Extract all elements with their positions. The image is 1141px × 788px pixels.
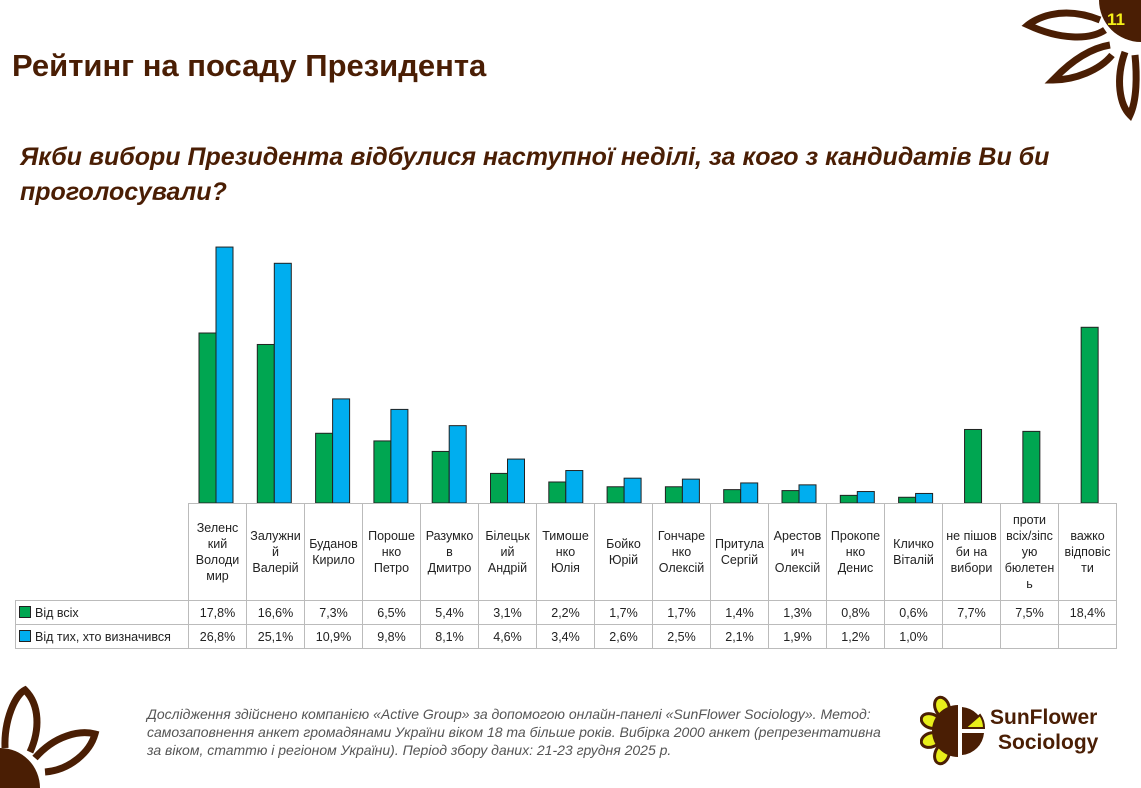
data-label: 1,9%: [768, 624, 827, 649]
legend-swatch-blue: [19, 629, 31, 642]
bar-decided: [681, 478, 700, 504]
bar-all: [781, 490, 800, 504]
table-row: Від тих, хто визначився 26,8% 25,1% 10,9% 9…: [15, 624, 1117, 649]
category-label: Білецьк ий Андрій: [478, 503, 537, 601]
empty-cell: [15, 503, 189, 601]
category-header-row: Зеленс кий Володи мир Залужни й Валерій Буданов…: [15, 503, 1117, 601]
category-label: Кличко Віталій: [884, 503, 943, 601]
sunflower-logo-icon: [920, 695, 986, 766]
data-label: 2,5%: [652, 624, 711, 649]
data-label: 0,6%: [884, 600, 943, 625]
bottom-left-flower-decoration: [0, 685, 100, 788]
data-label: [942, 624, 1001, 649]
data-label: 0,8%: [826, 600, 885, 625]
bar-all: [839, 494, 858, 504]
data-label: 16,6%: [246, 600, 305, 625]
bar-all: [490, 472, 508, 504]
logo-line2: Sociology: [998, 731, 1099, 754]
data-label: 17,8%: [188, 600, 247, 625]
bar-all: [964, 428, 983, 504]
category-label: Арестов ич Олексій: [768, 503, 827, 601]
data-label: 2,2%: [536, 600, 595, 625]
bar-decided: [856, 491, 875, 504]
bar-decided: [565, 470, 584, 504]
page-title: Рейтинг на посаду Президента: [12, 48, 487, 83]
data-label: 26,8%: [188, 624, 247, 649]
data-label: 7,7%: [942, 600, 1001, 625]
bar-all: [723, 489, 742, 504]
data-label: 18,4%: [1058, 600, 1117, 625]
bar-all: [315, 432, 334, 504]
bar-decided: [798, 484, 817, 504]
bar-all: [431, 450, 450, 504]
category-label: важко відповіс ти: [1058, 503, 1117, 601]
data-label: 25,1%: [246, 624, 305, 649]
data-label: 8,1%: [420, 624, 479, 649]
table-row: Від всіх 17,8% 16,6% 7,3% 6,5% 5,4% 3,1% 2,2% 1…: [15, 600, 1117, 625]
data-label: 7,3%: [304, 600, 363, 625]
bar-all: [1022, 430, 1041, 504]
series-name: Від тих, хто визначився: [35, 629, 171, 644]
data-table: Зеленс кий Володи мир Залужни й Валерій Буданов…: [15, 503, 1117, 649]
bar-all: [606, 486, 625, 504]
data-label: 7,5%: [1000, 600, 1059, 625]
data-label: 6,5%: [362, 600, 421, 625]
data-label: 3,1%: [478, 600, 537, 625]
bar-decided: [448, 425, 467, 504]
category-label: Гончаре нко Олексій: [652, 503, 711, 601]
data-label: 1,4%: [710, 600, 769, 625]
category-label: Разумко в Дмитро: [420, 503, 479, 601]
category-label: Залужни й Валерій: [246, 503, 305, 601]
data-label: 1,7%: [594, 600, 653, 625]
data-label: 1,0%: [884, 624, 943, 649]
page-number: 11: [1107, 10, 1125, 29]
bar-decided: [215, 246, 234, 504]
logo-text: SunFlower Sociology: [990, 705, 1098, 755]
bar-decided: [507, 458, 525, 504]
category-label: не пішов би на вибори: [942, 503, 1001, 601]
bar-all: [1080, 326, 1099, 504]
category-label: Тимоше нко Юлія: [536, 503, 595, 601]
data-label: 3,4%: [536, 624, 595, 649]
data-label: 9,8%: [362, 624, 421, 649]
data-label: 2,1%: [710, 624, 769, 649]
data-label: 4,6%: [478, 624, 537, 649]
bar-decided: [740, 482, 759, 504]
bar-all: [256, 343, 275, 504]
category-label: Зеленс кий Володи мир: [188, 503, 247, 601]
bar-decided: [332, 398, 351, 504]
corner-flower-decoration: [1021, 0, 1141, 122]
series-name: Від всіх: [35, 605, 79, 620]
logo-line1: SunFlower: [990, 706, 1098, 729]
legend-swatch-green: [19, 605, 31, 618]
data-label: 2,6%: [594, 624, 653, 649]
bar-all: [664, 486, 683, 504]
category-label: проти всіх/зіпс ую бюлетен ь: [1000, 503, 1059, 601]
bar-all: [548, 481, 567, 504]
bar-decided: [390, 408, 409, 504]
data-label: 5,4%: [420, 600, 479, 625]
survey-question: Якби вибори Президента відбулися наступн…: [20, 143, 1050, 206]
data-label: 10,9%: [304, 624, 363, 649]
bar-decided: [273, 262, 292, 504]
legend-entry: Від тих, хто визначився: [15, 624, 189, 649]
data-label: 1,2%: [826, 624, 885, 649]
methodology-note: Дослідження здійснено компанією «Active …: [147, 706, 881, 758]
data-label: [1000, 624, 1059, 649]
bar-decided: [915, 492, 934, 504]
category-label: Прокопе нко Денис: [826, 503, 885, 601]
category-label: Пороше нко Петро: [362, 503, 421, 601]
legend-entry: Від всіх: [15, 600, 189, 625]
data-label: 1,7%: [652, 600, 711, 625]
category-label: Буданов Кирило: [304, 503, 363, 601]
bar-decided: [623, 477, 642, 504]
data-label: 1,3%: [768, 600, 827, 625]
bar-all: [198, 332, 217, 504]
bar-all: [373, 440, 392, 504]
category-label: Притула Сергій: [710, 503, 769, 601]
category-label: Бойко Юрій: [594, 503, 653, 601]
data-label: [1058, 624, 1117, 649]
